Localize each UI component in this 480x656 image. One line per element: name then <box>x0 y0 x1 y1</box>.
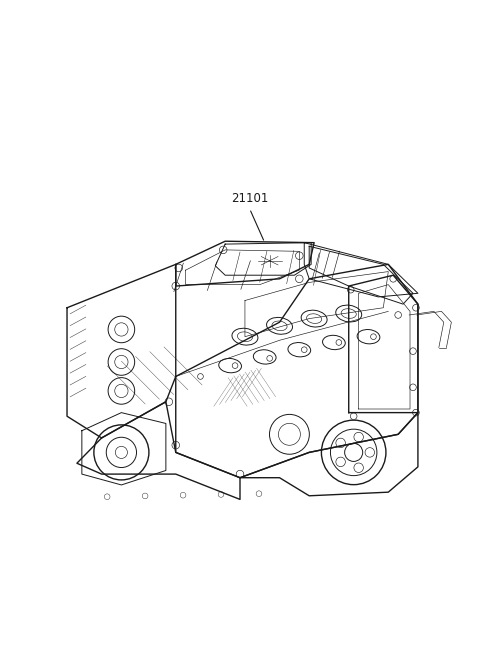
Circle shape <box>296 275 303 283</box>
Circle shape <box>236 470 244 478</box>
Circle shape <box>301 347 307 352</box>
Circle shape <box>354 432 363 441</box>
Circle shape <box>413 304 419 311</box>
Circle shape <box>336 340 342 345</box>
Circle shape <box>354 463 363 472</box>
Circle shape <box>395 312 401 318</box>
Circle shape <box>390 276 396 282</box>
Circle shape <box>165 398 173 405</box>
Circle shape <box>175 264 182 272</box>
Circle shape <box>350 413 357 420</box>
Circle shape <box>219 246 227 254</box>
Circle shape <box>172 282 180 290</box>
Circle shape <box>296 252 303 260</box>
Circle shape <box>409 348 416 354</box>
Circle shape <box>232 363 238 369</box>
Circle shape <box>348 287 354 293</box>
Circle shape <box>409 384 416 390</box>
Text: 21101: 21101 <box>231 192 268 205</box>
Circle shape <box>198 374 204 379</box>
Circle shape <box>336 438 346 447</box>
Circle shape <box>172 441 180 449</box>
Circle shape <box>365 447 374 457</box>
Circle shape <box>413 409 419 416</box>
Circle shape <box>371 334 376 340</box>
Circle shape <box>267 356 273 361</box>
Circle shape <box>336 457 346 466</box>
